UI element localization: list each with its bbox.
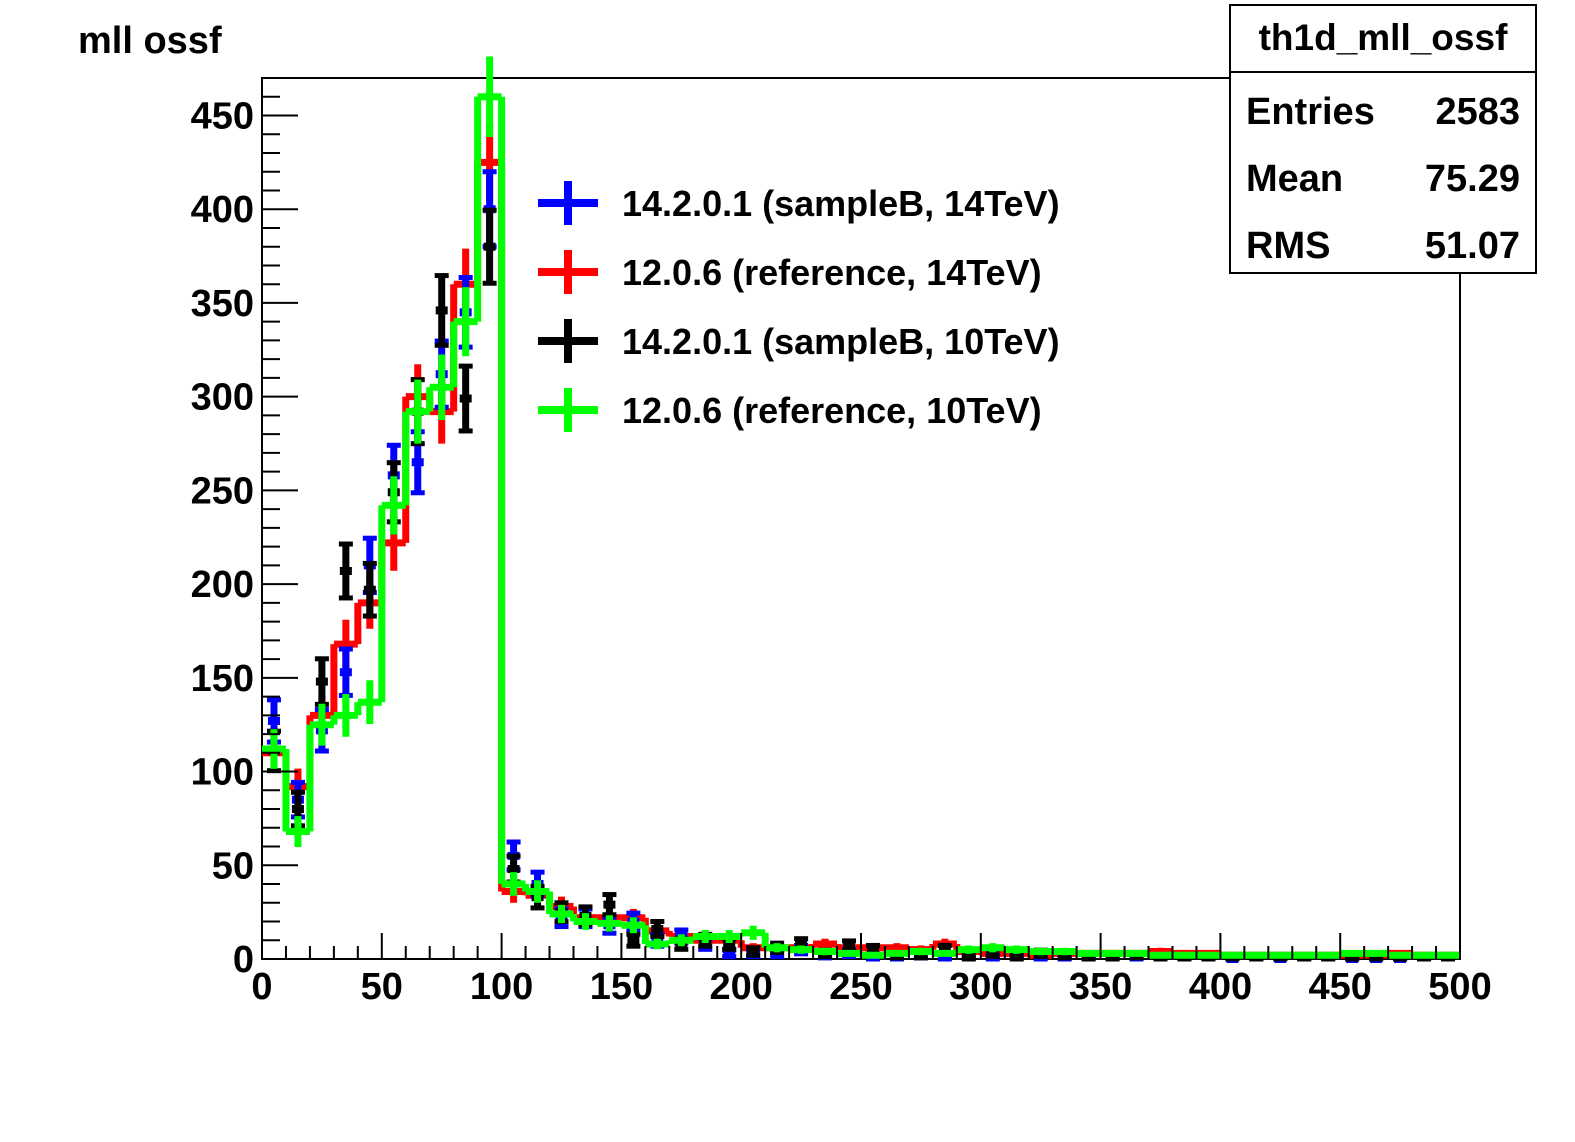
series-2-point-1 bbox=[291, 805, 304, 814]
legend-label-0: 14.2.0.1 (sampleB, 14TeV) bbox=[622, 183, 1060, 224]
series-0-point-6 bbox=[411, 458, 424, 467]
series-2-point-19 bbox=[723, 940, 736, 949]
stats-mean-label: Mean bbox=[1246, 158, 1343, 200]
series-2-point-29 bbox=[962, 953, 975, 962]
series-0-point-28 bbox=[938, 953, 951, 962]
series-2-point-7 bbox=[435, 306, 448, 315]
series-2-point-8 bbox=[459, 394, 472, 403]
y-tick-label: 400 bbox=[191, 189, 254, 231]
y-tick-label: 350 bbox=[191, 283, 254, 325]
series-0-point-3 bbox=[339, 668, 352, 677]
stats-box-name: th1d_mll_ossf bbox=[1259, 17, 1508, 58]
stats-box-frame bbox=[1229, 4, 1537, 274]
x-tick-label: 0 bbox=[251, 966, 272, 1008]
y-tick-label: 0 bbox=[233, 939, 254, 981]
x-tick-label: 300 bbox=[949, 966, 1012, 1008]
y-tick-label: 200 bbox=[191, 564, 254, 606]
legend: 14.2.0.1 (sampleB, 14TeV) 12.0.6 (referen… bbox=[538, 181, 1060, 432]
y-tick-label: 250 bbox=[191, 470, 254, 512]
legend-label-2: 14.2.0.1 (sampleB, 10TeV) bbox=[622, 321, 1060, 362]
y-tick-label: 100 bbox=[191, 752, 254, 794]
series-2-point-34 bbox=[1082, 953, 1095, 962]
stats-rms-label: RMS bbox=[1246, 225, 1330, 267]
series-2-point-10 bbox=[507, 865, 520, 874]
stats-entries-label: Entries bbox=[1246, 91, 1375, 133]
stats-rms-value: 51.07 bbox=[1425, 225, 1520, 267]
axes-layer: 0 50 100 150 200 250 300 350 400 450 500 0 50 100 150 2… bbox=[191, 77, 1492, 1008]
series-2-point-2 bbox=[315, 677, 328, 686]
y-tick-label: 50 bbox=[212, 845, 254, 887]
series-2-point-20 bbox=[747, 947, 760, 956]
series-2-point-35 bbox=[1106, 953, 1119, 962]
stats-entries-value: 2583 bbox=[1435, 91, 1520, 133]
chart-title: mll ossf bbox=[78, 20, 222, 62]
y-tick-label: 150 bbox=[191, 658, 254, 700]
stats-mean-value: 75.29 bbox=[1425, 158, 1520, 200]
x-tick-label: 100 bbox=[470, 966, 533, 1008]
series-2-point-45 bbox=[1346, 953, 1359, 962]
x-tick-label: 450 bbox=[1308, 966, 1371, 1008]
x-tick-label: 500 bbox=[1428, 966, 1491, 1008]
series-2-point-28 bbox=[938, 945, 951, 954]
series-2-point-25 bbox=[866, 945, 879, 954]
series-0-point-0 bbox=[267, 716, 280, 725]
series-2-point-16 bbox=[651, 925, 664, 934]
series-2-point-15 bbox=[627, 936, 640, 945]
series-2-point-22 bbox=[795, 940, 808, 949]
series-2-point-30 bbox=[986, 949, 999, 958]
legend-label-1: 12.0.6 (reference, 14TeV) bbox=[622, 252, 1042, 293]
x-tick-label: 200 bbox=[709, 966, 772, 1008]
x-tick-label: 150 bbox=[590, 966, 653, 1008]
y-tick-label: 450 bbox=[191, 95, 254, 137]
x-tick-label: 400 bbox=[1189, 966, 1252, 1008]
y-tick-label: 300 bbox=[191, 377, 254, 419]
legend-label-3: 12.0.6 (reference, 10TeV) bbox=[622, 390, 1042, 431]
series-2-point-3 bbox=[339, 566, 352, 575]
series-2-point-24 bbox=[843, 941, 856, 950]
series-2-point-14 bbox=[603, 900, 616, 909]
x-tick-label: 250 bbox=[829, 966, 892, 1008]
stats-box: th1d_mll_ossf Entries 2583 Mean 75.29 RM… bbox=[1229, 4, 1537, 274]
data-layer bbox=[262, 56, 1460, 963]
series-2-point-9 bbox=[483, 242, 496, 251]
series-0-point-19 bbox=[723, 949, 736, 958]
series-2-point-46 bbox=[1370, 953, 1383, 962]
x-tick-label: 350 bbox=[1069, 966, 1132, 1008]
series-2-point-4 bbox=[363, 585, 376, 594]
series-2-point-31 bbox=[1010, 953, 1023, 962]
x-tick-label: 50 bbox=[361, 966, 403, 1008]
